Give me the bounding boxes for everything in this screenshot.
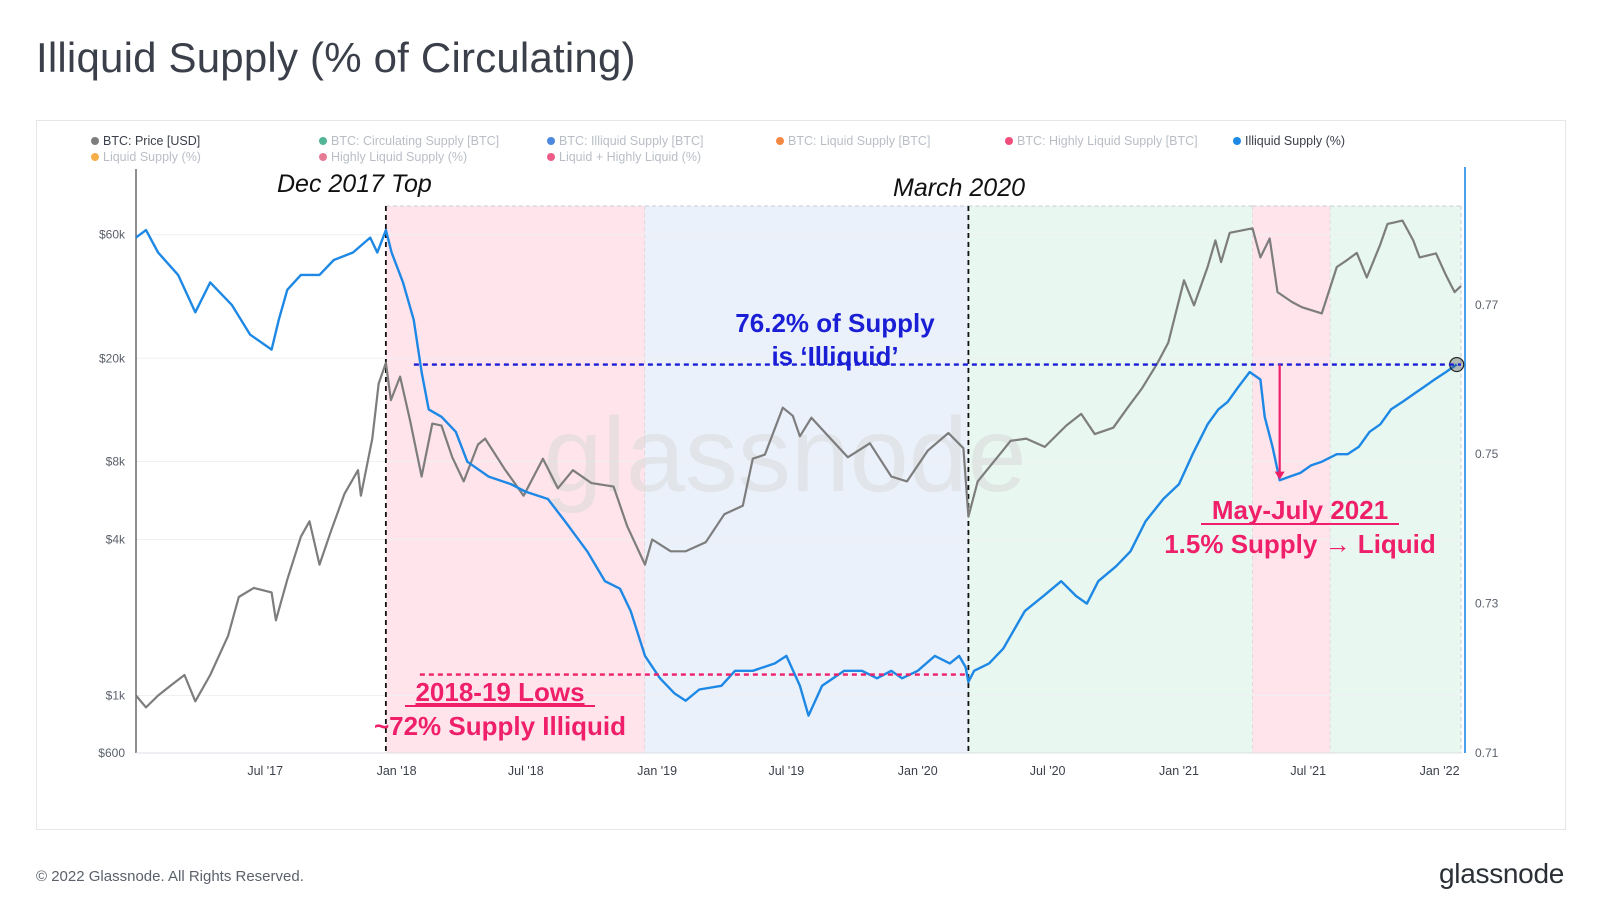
y-left-tick-label: $4k [106,532,126,546]
shaded-region [645,206,969,753]
x-tick-label: Jul '21 [1290,764,1326,778]
chart-panel: BTC: Price [USD] BTC: Circulating Supply … [36,120,1566,830]
y-left-tick-label: $600 [98,746,125,760]
legend-dot [776,137,784,145]
x-tick-label: Jul '19 [768,764,804,778]
legend-dot [1233,137,1241,145]
legend-item-label: BTC: Highly Liquid Supply [BTC] [1017,134,1198,148]
chart-annotations: Dec 2017 Top March 2020 76.2% of Supplyis … [277,170,1461,741]
legend-dot [91,153,99,161]
annotation-may-july-2: 1.5% Supply → Liquid [1164,529,1436,559]
chart-series [135,219,1465,717]
x-tick-label: Jul '20 [1030,764,1066,778]
legend-item-label: BTC: Illiquid Supply [BTC] [559,134,704,148]
annotation-lows-2: ~72% Supply Illiquid [374,711,626,741]
x-tick-label: Jul '18 [508,764,544,778]
shaded-region [1330,206,1461,753]
annotation-illiquid-pct-2: is ‘Illiquid’ [771,341,898,371]
x-tick-label: Jul '17 [247,764,283,778]
legend-item-label: BTC: Price [USD] [103,134,200,148]
chart-regions [385,205,1462,753]
x-tick-label: Jan '19 [637,764,677,778]
shaded-region [385,206,646,753]
legend-dot [319,153,327,161]
chart-axes: $600 $1k $4k $8k $20k $60k 0.71 0.73 0.75 0.77 Jul… [98,167,1499,778]
x-tick-label: Jan '22 [1420,764,1460,778]
y-left-tick-label: $1k [106,689,126,703]
legend-dot [1005,137,1013,145]
series-line-btc-price [135,219,1462,709]
legend-item-label: BTC: Liquid Supply [BTC] [788,134,930,148]
chart-markers [384,206,970,753]
x-tick-label: Jan '20 [898,764,938,778]
legend-dot [319,137,327,145]
annotation-arrow-head [1274,471,1285,480]
chart-svg: BTC: Price [USD] BTC: Circulating Supply … [91,134,1499,778]
annotation-illiquid-pct: 76.2% of Supply [735,308,935,338]
shaded-region [968,206,1253,753]
legend-dot [547,153,555,161]
watermark: glassnode [543,396,1026,514]
legend-dot [91,137,99,145]
footer-copyright: © 2022 Glassnode. All Rights Reserved. [36,868,304,885]
y-right-tick-label: 0.77 [1475,298,1499,312]
y-left-tick-label: $8k [106,454,126,468]
annotation-may-july: May-July 2021 [1212,495,1388,525]
footer-logo[interactable]: glassnode [1439,858,1564,889]
annotation-lows: 2018-19 Lows [415,677,584,707]
y-right-tick-label: 0.71 [1475,746,1499,760]
x-tick-label: Jan '21 [1159,764,1199,778]
annotation-march-2020: March 2020 [893,174,1025,202]
legend-item-label: Illiquid Supply (%) [1245,134,1345,148]
annotation-dec-2017-top: Dec 2017 Top [277,170,432,198]
legend-item-label: BTC: Circulating Supply [BTC] [331,134,499,148]
legend-item-label: Liquid Supply (%) [103,150,201,164]
series-line-illiquid-supply [135,228,1458,717]
legend-dot [547,137,555,145]
y-left-tick-label: $20k [99,351,126,365]
legend-item-label: Highly Liquid Supply (%) [331,150,467,164]
page-title: Illiquid Supply (% of Circulating) [36,34,636,81]
y-left-tick-label: $60k [99,228,126,242]
chart-legend: BTC: Price [USD] BTC: Circulating Supply … [91,134,1345,164]
legend-item-label: Liquid + Highly Liquid (%) [559,150,701,164]
shaded-region [1252,206,1331,753]
y-right-tick-label: 0.73 [1475,597,1499,611]
x-tick-label: Jan '18 [377,764,417,778]
y-right-tick-label: 0.75 [1475,447,1499,461]
